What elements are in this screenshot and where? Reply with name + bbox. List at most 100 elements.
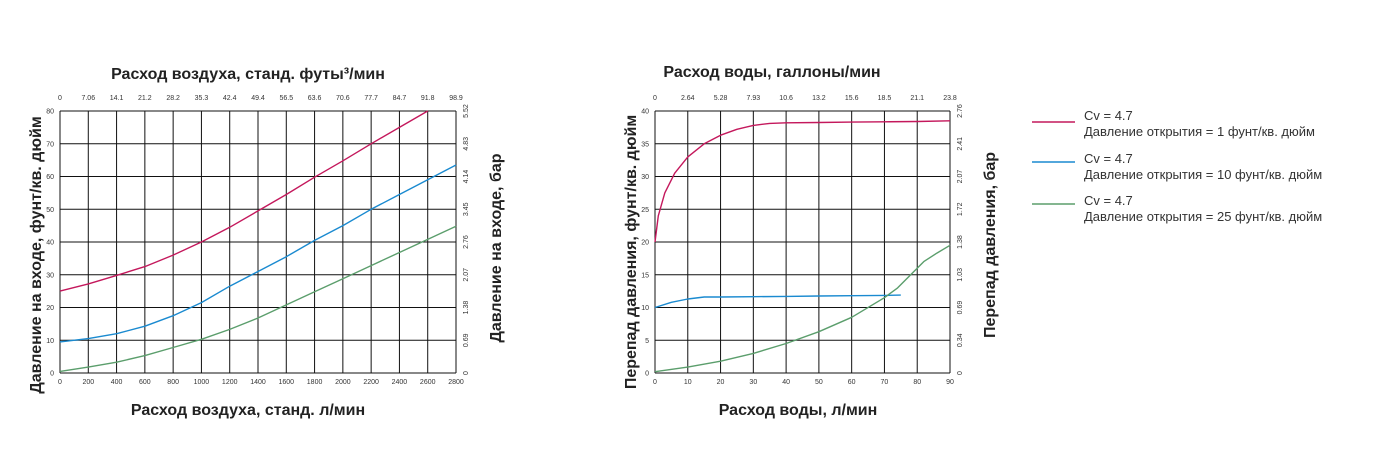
chart2-top-title: Расход воды, галлоны/мин (663, 64, 880, 81)
y-tick-label: 50 (46, 207, 54, 214)
y-right-tick-label: 0.69 (957, 301, 964, 315)
y-right-tick-label: 0.69 (463, 333, 470, 347)
water-flow-chart: Расход воды, галлоны/мин Расход воды, л/… (623, 64, 999, 419)
chart1-y-axis-right-label: Давление на входе, бар (488, 153, 505, 342)
legend-item-line1: Cv = 4.7 (1084, 193, 1133, 208)
series-line-1 (59, 110, 429, 292)
x-tick-label: 20 (717, 379, 725, 386)
series-line-2 (59, 164, 457, 343)
x-tick-label: 2800 (448, 379, 464, 386)
y-tick-label: 80 (46, 109, 54, 116)
x-tick-label: 1000 (194, 379, 210, 386)
y-tick-label: 10 (46, 338, 54, 345)
x-top-tick-label: 49.4 (251, 95, 265, 102)
x-top-tick-label: 10.6 (779, 95, 793, 102)
chart2-grid (654, 110, 951, 374)
x-tick-label: 2400 (392, 379, 408, 386)
x-tick-label: 600 (139, 379, 151, 386)
y-right-tick-label: 2.41 (957, 137, 964, 151)
y-right-tick-label: 0 (957, 371, 964, 375)
x-tick-label: 1400 (250, 379, 266, 386)
x-top-tick-label: 63.6 (308, 95, 322, 102)
y-tick-label: 70 (46, 141, 54, 148)
x-tick-label: 1800 (307, 379, 323, 386)
x-top-tick-label: 7.93 (747, 95, 761, 102)
series-line-3 (59, 225, 457, 373)
y-tick-label: 20 (641, 240, 649, 247)
x-tick-label: 60 (848, 379, 856, 386)
y-tick-label: 30 (46, 272, 54, 279)
x-top-tick-label: 91.8 (421, 95, 435, 102)
y-tick-label: 0 (645, 371, 649, 378)
legend-item-line1: Cv = 4.7 (1084, 108, 1133, 123)
y-right-tick-label: 5.52 (463, 104, 470, 118)
x-top-tick-label: 5.28 (714, 95, 728, 102)
chart2-y-axis-label: Перепад давления, фунт/кв. дюйм (623, 115, 640, 389)
x-top-tick-label: 21.1 (910, 95, 924, 102)
x-top-tick-label: 42.4 (223, 95, 237, 102)
x-top-tick-label: 21.2 (138, 95, 152, 102)
x-top-tick-label: 13.2 (812, 95, 826, 102)
x-tick-label: 1600 (278, 379, 294, 386)
y-right-tick-label: 1.03 (957, 268, 964, 282)
x-top-tick-label: 77.7 (364, 95, 378, 102)
x-top-tick-label: 56.5 (279, 95, 293, 102)
y-right-tick-label: 2.07 (463, 268, 470, 282)
y-right-tick-label: 1.38 (957, 235, 964, 249)
x-tick-label: 400 (111, 379, 123, 386)
y-tick-label: 20 (46, 305, 54, 312)
y-tick-label: 60 (46, 174, 54, 181)
x-top-tick-label: 0 (58, 95, 62, 102)
x-tick-label: 70 (881, 379, 889, 386)
y-right-tick-label: 2.07 (957, 170, 964, 184)
x-top-tick-label: 15.6 (845, 95, 859, 102)
chart2-y-axis-right-label: Перепад давления, бар (982, 152, 999, 338)
x-tick-label: 800 (167, 379, 179, 386)
y-right-tick-label: 4.14 (463, 170, 470, 184)
y-right-tick-label: 2.76 (463, 235, 470, 249)
y-tick-label: 10 (641, 305, 649, 312)
x-top-tick-label: 2.64 (681, 95, 695, 102)
x-tick-label: 2200 (363, 379, 379, 386)
chart2-ticks: 0 0 10 2.64 20 5.28 30 7.93 40 10.6 50 13.2 60 15.6 70… (641, 95, 964, 386)
legend-item-line1: Cv = 4.7 (1084, 151, 1133, 166)
x-top-tick-label: 14.1 (110, 95, 124, 102)
x-top-tick-label: 84.7 (393, 95, 407, 102)
y-tick-label: 40 (641, 109, 649, 116)
legend-item-2: Cv = 4.7 Давление открытия = 10 фунт/кв.… (1032, 151, 1322, 182)
y-tick-label: 25 (641, 207, 649, 214)
x-top-tick-label: 28.2 (166, 95, 180, 102)
chart1-top-title: Расход воздуха, станд. футы³/мин (111, 66, 385, 83)
series-line-2 (654, 294, 901, 309)
x-tick-label: 0 (58, 379, 62, 386)
y-right-tick-label: 0.34 (957, 333, 964, 347)
y-tick-label: 40 (46, 240, 54, 247)
y-right-tick-label: 1.38 (463, 301, 470, 315)
y-tick-label: 30 (641, 174, 649, 181)
x-tick-label: 2000 (335, 379, 351, 386)
chart2-x-axis-label: Расход воды, л/мин (719, 402, 878, 419)
x-top-tick-label: 23.8 (943, 95, 957, 102)
x-top-tick-label: 18.5 (878, 95, 892, 102)
x-tick-label: 80 (913, 379, 921, 386)
chart1-series (59, 110, 457, 373)
y-right-tick-label: 2.76 (957, 104, 964, 118)
legend: Cv = 4.7 Давление открытия = 1 фунт/кв. … (1032, 108, 1322, 224)
chart1-ticks: 002007.0640014.160021.280028.2100035.312… (46, 95, 470, 386)
series-line-1 (654, 120, 951, 243)
legend-item-line2: Давление открытия = 1 фунт/кв. дюйм (1084, 124, 1315, 139)
x-tick-label: 50 (815, 379, 823, 386)
x-top-tick-label: 98.9 (449, 95, 463, 102)
x-tick-label: 2600 (420, 379, 436, 386)
x-tick-label: 30 (749, 379, 757, 386)
x-tick-label: 10 (684, 379, 692, 386)
legend-item-3: Cv = 4.7 Давление открытия = 25 фунт/кв.… (1032, 193, 1322, 224)
chart1-grid (59, 110, 457, 374)
y-right-tick-label: 1.72 (957, 202, 964, 216)
y-tick-label: 35 (641, 141, 649, 148)
legend-item-line2: Давление открытия = 25 фунт/кв. дюйм (1084, 209, 1322, 224)
x-top-tick-label: 35.3 (195, 95, 209, 102)
chart1-y-axis-label: Давление на входе, фунт/кв. дюйм (28, 116, 45, 393)
x-top-tick-label: 0 (653, 95, 657, 102)
